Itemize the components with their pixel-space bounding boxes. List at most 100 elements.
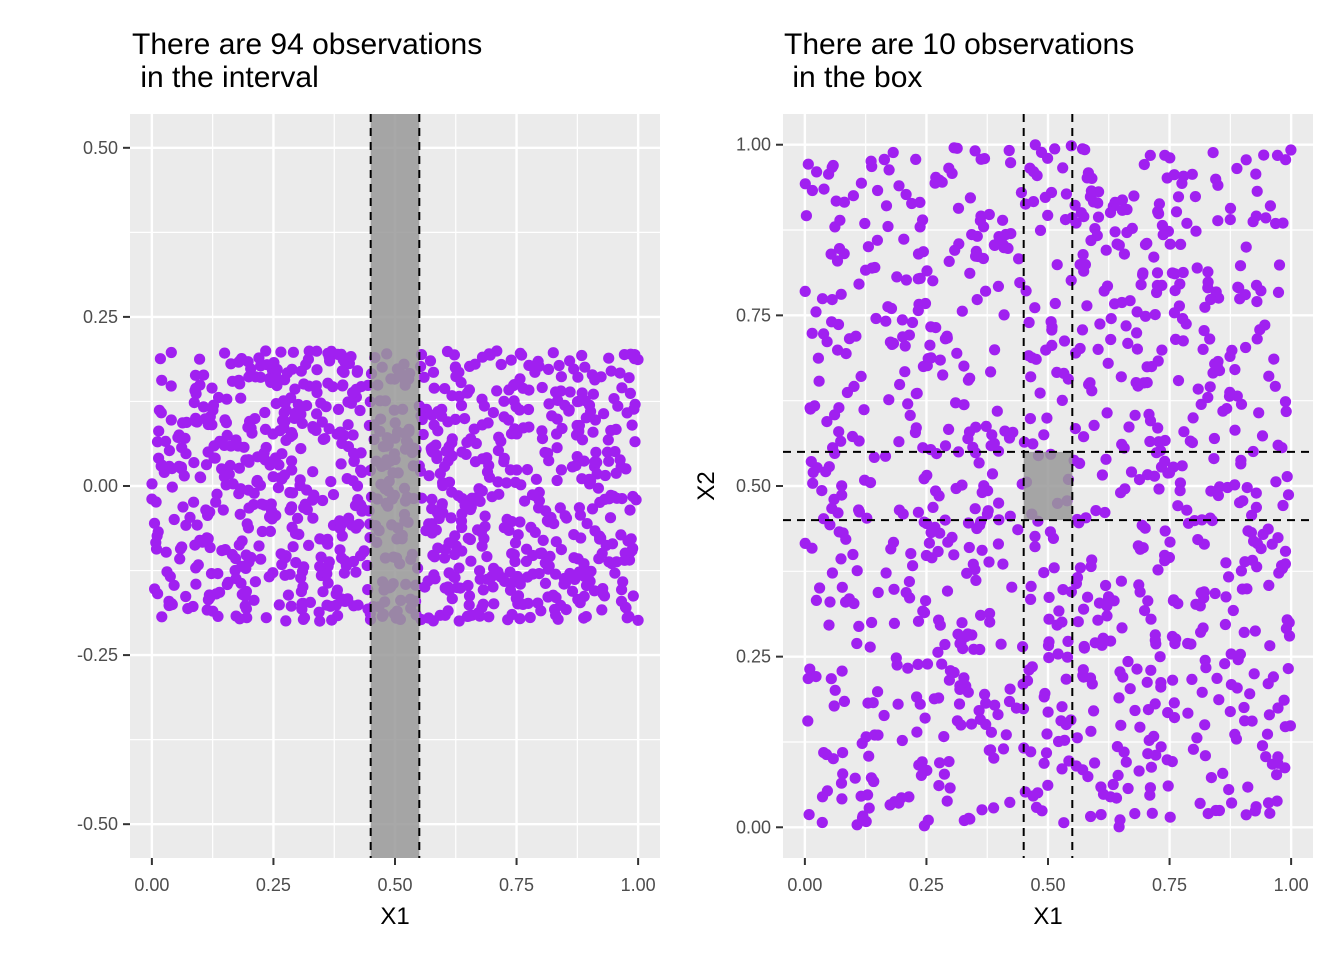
data-point	[1128, 190, 1140, 202]
data-point	[180, 590, 192, 603]
data-point	[260, 345, 272, 357]
data-point	[967, 558, 979, 570]
data-point	[614, 454, 626, 466]
data-point	[982, 505, 994, 517]
data-point	[1113, 692, 1125, 704]
data-point	[1040, 344, 1052, 356]
data-point	[556, 422, 568, 435]
data-point	[1116, 438, 1128, 450]
data-point	[604, 512, 617, 524]
data-point	[851, 637, 863, 650]
data-point	[1144, 435, 1156, 448]
data-point	[589, 414, 602, 426]
data-point	[302, 353, 314, 365]
data-point	[149, 583, 161, 595]
data-point	[576, 434, 589, 446]
data-point	[1075, 207, 1087, 219]
data-point	[1248, 668, 1260, 680]
data-point	[953, 698, 966, 710]
data-point	[862, 697, 874, 709]
data-point	[835, 435, 847, 447]
data-point	[828, 700, 840, 712]
data-point	[1151, 279, 1163, 292]
data-point	[1262, 678, 1274, 690]
data-point	[826, 294, 838, 306]
data-point	[343, 512, 355, 524]
data-point	[205, 568, 218, 580]
data-point	[829, 221, 841, 233]
data-point	[962, 628, 974, 640]
data-point	[1029, 541, 1041, 553]
data-point	[1224, 214, 1236, 226]
data-point	[933, 692, 945, 704]
data-point	[1149, 309, 1161, 321]
data-point	[880, 315, 892, 327]
data-point	[1199, 301, 1211, 313]
data-point	[292, 512, 304, 525]
data-point	[235, 392, 247, 404]
data-point	[519, 495, 531, 507]
data-point	[1053, 605, 1065, 617]
data-point	[495, 571, 507, 583]
data-point	[951, 347, 963, 359]
data-point	[1116, 622, 1128, 634]
data-point	[1052, 648, 1064, 660]
data-point	[858, 404, 870, 416]
data-point	[439, 383, 451, 395]
data-point	[503, 524, 515, 537]
data-point	[894, 378, 906, 391]
data-point	[1212, 489, 1224, 502]
data-point	[1058, 817, 1070, 829]
data-point	[991, 405, 1003, 417]
data-point	[509, 537, 522, 549]
data-point	[1004, 796, 1016, 809]
data-point	[543, 455, 555, 467]
data-point	[517, 382, 529, 394]
data-point	[1103, 591, 1115, 603]
data-point	[843, 333, 856, 345]
data-point	[863, 802, 875, 814]
data-point	[868, 451, 880, 463]
data-point	[1279, 721, 1291, 733]
data-point	[823, 168, 835, 180]
data-point	[1260, 212, 1272, 224]
data-point	[1258, 149, 1270, 161]
data-point	[910, 388, 922, 400]
data-point	[892, 698, 904, 710]
data-point	[896, 314, 909, 326]
data-point	[1021, 675, 1034, 687]
data-point	[524, 611, 536, 624]
data-point	[855, 177, 868, 189]
data-point	[1271, 769, 1283, 781]
data-point	[1030, 353, 1042, 365]
data-point	[424, 355, 437, 367]
data-point	[918, 516, 930, 528]
data-point	[1282, 663, 1294, 675]
y-tick-label: 0.50	[83, 138, 118, 158]
data-point	[939, 514, 951, 526]
y-tick-label: -0.50	[77, 814, 118, 834]
data-point	[1093, 186, 1105, 198]
data-point	[927, 501, 939, 513]
data-point	[840, 533, 852, 545]
data-point	[1251, 296, 1263, 308]
data-point	[1209, 587, 1221, 600]
data-point	[443, 444, 455, 456]
data-point	[570, 460, 582, 472]
data-point	[1114, 666, 1126, 678]
data-point	[918, 473, 930, 485]
data-point	[1042, 209, 1054, 221]
data-point	[427, 366, 440, 378]
data-point	[888, 583, 900, 595]
data-point	[853, 620, 865, 633]
data-point	[1126, 222, 1138, 234]
data-point	[1115, 575, 1127, 587]
data-point	[1135, 279, 1147, 291]
data-point	[255, 553, 267, 565]
data-point	[632, 614, 644, 626]
data-point	[431, 452, 443, 465]
data-point	[284, 504, 296, 516]
data-point	[938, 768, 951, 780]
data-point	[1268, 353, 1280, 365]
data-point	[160, 435, 172, 447]
